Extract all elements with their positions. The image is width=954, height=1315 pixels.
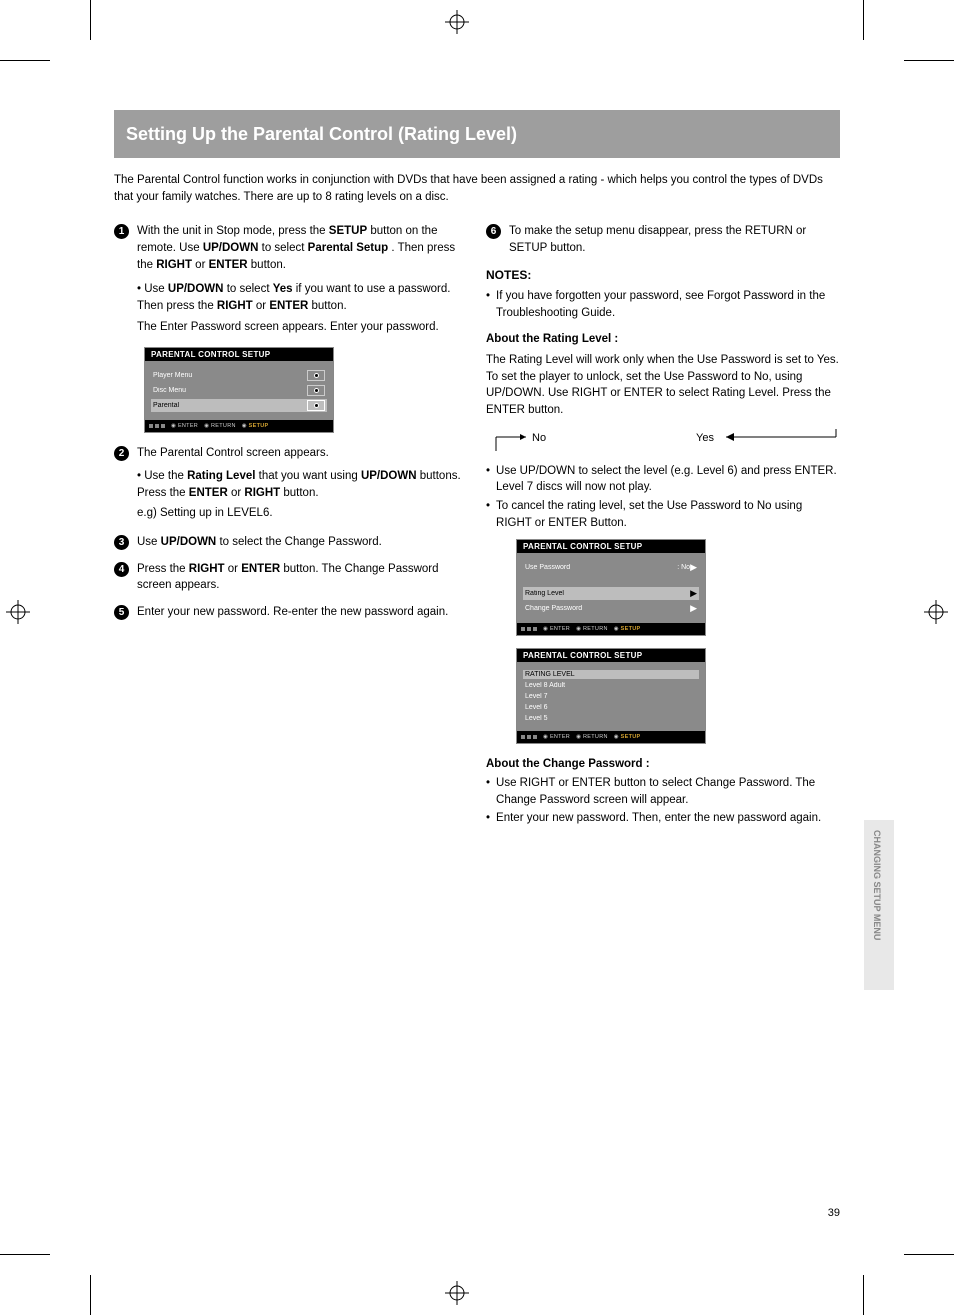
notes-block: NOTES: If you have forgotten your passwo… bbox=[486, 267, 840, 532]
flow-diagram: No Yes bbox=[486, 429, 840, 459]
osd-row-label: Change Password bbox=[525, 605, 690, 612]
osd-row-label: Player Menu bbox=[153, 372, 303, 379]
osd-row-label: Level 5 bbox=[525, 715, 697, 722]
step-number-icon: 5 bbox=[114, 605, 129, 620]
intro-text: The Parental Control function works in c… bbox=[90, 172, 864, 217]
side-tab-label: CHANGING SETUP MENU bbox=[864, 820, 890, 950]
osd-row-label: Parental bbox=[153, 402, 303, 409]
registration-mark-icon bbox=[924, 600, 948, 624]
notes-block-2: About the Change Password : Use RIGHT or… bbox=[486, 756, 840, 827]
section-title: Setting Up the Parental Control (Rating … bbox=[126, 124, 517, 145]
osd-footer: ◉ ENTER ◉ RETURN ◉ SETUP bbox=[517, 623, 705, 635]
step-2: 2 The Parental Control screen appears. •… bbox=[114, 445, 468, 524]
osd-row-label: Rating Level bbox=[525, 590, 690, 597]
about-rating-heading: About the Rating Level : bbox=[486, 331, 840, 348]
chevron-right-icon: ▶ bbox=[690, 562, 697, 573]
osd-screenshot-2: PARENTAL CONTROL SETUP Use Password: No▶… bbox=[516, 539, 706, 636]
left-column: 1 With the unit in Stop mode, press the … bbox=[114, 217, 468, 829]
step-number-icon: 6 bbox=[486, 224, 501, 239]
osd-title: PARENTAL CONTROL SETUP bbox=[517, 540, 705, 553]
registration-mark-icon bbox=[445, 1281, 469, 1305]
flow-label-no: No bbox=[532, 432, 546, 444]
osd-title: PARENTAL CONTROL SETUP bbox=[517, 649, 705, 662]
osd-row-label: Level 6 bbox=[525, 704, 697, 711]
step-2-example: e.g) Setting up in LEVEL6. bbox=[137, 505, 468, 522]
section-title-bar: Setting Up the Parental Control (Rating … bbox=[114, 110, 840, 158]
osd-footer: ◉ ENTER ◉ RETURN ◉ SETUP bbox=[145, 420, 333, 432]
osd-row-label: Level 7 bbox=[525, 693, 697, 700]
registration-mark-icon bbox=[6, 600, 30, 624]
osd-row-label: Disc Menu bbox=[153, 387, 303, 394]
step-number-icon: 1 bbox=[114, 224, 129, 239]
step-5: 5 Enter your new password. Re-enter the … bbox=[114, 604, 468, 621]
step-3: 3 Use UP/DOWN to select the Change Passw… bbox=[114, 534, 468, 551]
osd-row-label: Use Password bbox=[525, 564, 677, 571]
about-password-heading: About the Change Password : bbox=[486, 756, 840, 773]
registration-mark-icon bbox=[445, 10, 469, 34]
right-column: 6 To make the setup menu disappear, pres… bbox=[486, 217, 840, 829]
notes-heading: NOTES: bbox=[486, 267, 840, 284]
step-6: 6 To make the setup menu disappear, pres… bbox=[486, 223, 840, 256]
chevron-right-icon: ▶ bbox=[690, 603, 697, 614]
step-number-icon: 2 bbox=[114, 446, 129, 461]
chevron-right-icon: ▶ bbox=[690, 588, 697, 599]
step-number-icon: 3 bbox=[114, 535, 129, 550]
osd-row-label: Level 8 Adult bbox=[525, 682, 697, 689]
osd-footer: ◉ ENTER ◉ RETURN ◉ SETUP bbox=[517, 731, 705, 743]
osd-screenshot-1: PARENTAL CONTROL SETUP Player Menu Disc … bbox=[144, 347, 334, 433]
step-4: 4 Press the RIGHT or ENTER button. The C… bbox=[114, 561, 468, 594]
osd-screenshot-3: PARENTAL CONTROL SETUP RATING LEVEL Leve… bbox=[516, 648, 706, 744]
step-number-icon: 4 bbox=[114, 562, 129, 577]
flow-label-yes: Yes bbox=[696, 432, 714, 444]
page-content: CHANGING SETUP MENU Setting Up the Paren… bbox=[90, 90, 864, 1225]
osd-title: PARENTAL CONTROL SETUP bbox=[145, 348, 333, 361]
step-1: 1 With the unit in Stop mode, press the … bbox=[114, 223, 468, 337]
page-number: 39 bbox=[828, 1207, 840, 1219]
side-tab: CHANGING SETUP MENU bbox=[864, 820, 894, 990]
osd-row-label: RATING LEVEL bbox=[525, 671, 697, 678]
